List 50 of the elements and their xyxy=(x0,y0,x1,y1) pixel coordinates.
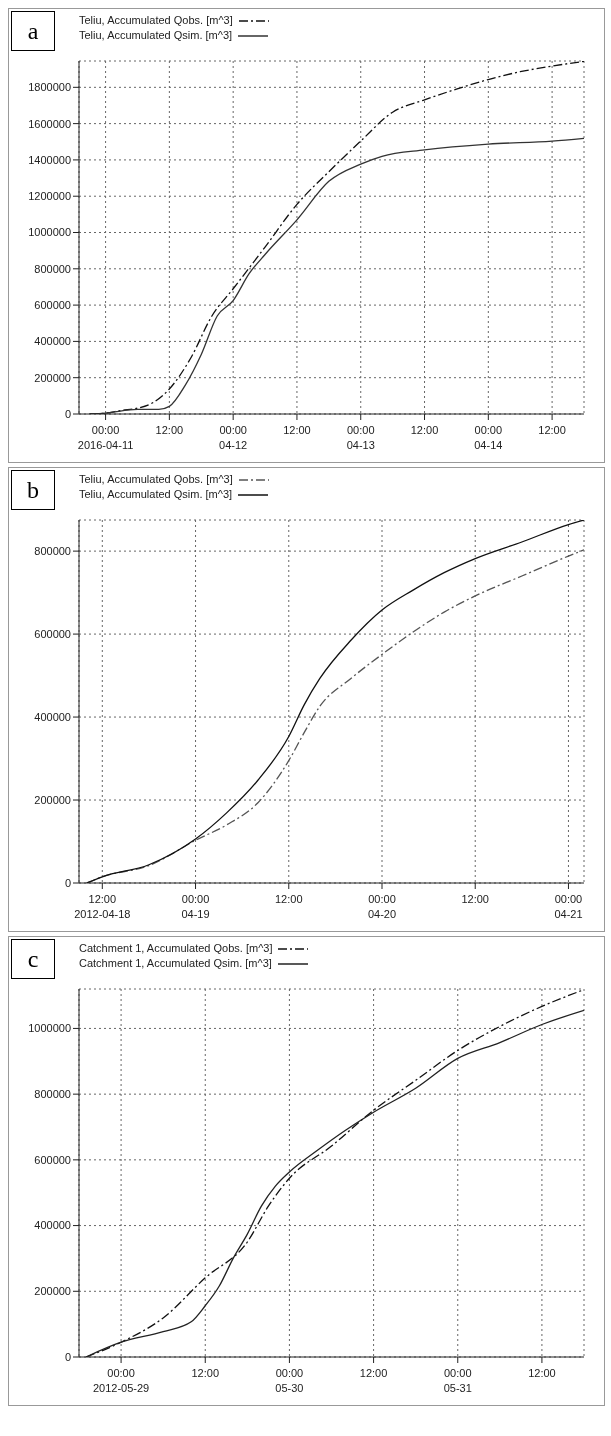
legend-label: Teliu, Accumulated Qobs. [m^3] xyxy=(79,472,233,487)
x-tick-label: 00:00 04-20 xyxy=(367,893,397,920)
x-tick-label: 12:00 xyxy=(538,424,566,436)
x-tick-label: 12:00 xyxy=(461,893,489,905)
x-tick-label: 00:00 04-21 xyxy=(554,893,583,920)
x-tick-label: 00:00 04-13 xyxy=(346,424,375,451)
x-tick-label: 12:00 xyxy=(191,1367,220,1379)
text: b xyxy=(11,470,55,510)
y-tick-label: 800000 xyxy=(34,1088,71,1101)
x-tick-label: 12:00 xyxy=(155,424,184,436)
x-tick-label: 00:00 2012-05-29 xyxy=(92,1367,150,1394)
legend-label: Teliu, Accumulated Qobs. [m^3] xyxy=(79,13,233,28)
y-tick-label: 600000 xyxy=(34,627,71,640)
y-tick-label: 0 xyxy=(64,407,71,420)
legend-label: Catchment 1, Accumulated Qsim. [m^3] xyxy=(79,956,272,971)
y-tick-label: 1800000 xyxy=(28,81,71,94)
y-tick-label: 1600000 xyxy=(28,117,71,130)
legend-label: Teliu, Accumulated Qsim. [m^3] xyxy=(79,487,233,502)
y-tick-label: 0 xyxy=(64,1350,71,1363)
x-tick-label: 00:00 2016-04-11 xyxy=(77,424,134,451)
x-tick-label: 12:00 xyxy=(283,424,311,436)
y-tick-label: 200000 xyxy=(34,1285,71,1298)
legend-label: Teliu, Accumulated Qsim. [m^3] xyxy=(79,28,233,43)
y-tick-label: 400000 xyxy=(34,1219,71,1232)
x-tick-label: 12:00 xyxy=(275,893,303,905)
x-tick-label: 12:00 xyxy=(410,424,439,436)
y-tick-label: 400000 xyxy=(34,335,71,348)
x-tick-label: 00:00 05-31 xyxy=(443,1367,472,1394)
y-tick-label: 1400000 xyxy=(28,153,71,166)
text: c xyxy=(11,939,55,979)
x-tick-label: 00:00 05-30 xyxy=(275,1367,304,1394)
y-tick-label: 800000 xyxy=(34,545,71,558)
x-tick-label: 00:00 04-19 xyxy=(181,893,210,920)
y-tick-label: 1000000 xyxy=(28,1022,71,1035)
x-tick-label: 12:00 xyxy=(528,1367,556,1379)
y-tick-label: 0 xyxy=(64,876,71,889)
x-tick-label: 12:00 2012-04-18 xyxy=(74,893,131,920)
y-tick-label: 800000 xyxy=(34,262,71,275)
x-tick-label: 00:00 04-14 xyxy=(474,424,503,451)
x-tick-label: 00:00 04-12 xyxy=(219,424,248,451)
y-tick-label: 400000 xyxy=(34,710,71,723)
y-tick-label: 200000 xyxy=(34,793,71,806)
y-tick-label: 600000 xyxy=(34,299,71,312)
y-tick-label: 1200000 xyxy=(28,190,71,203)
y-tick-label: 1000000 xyxy=(28,226,71,239)
y-tick-label: 600000 xyxy=(34,1153,71,1166)
legend-label: Catchment 1, Accumulated Qobs. [m^3] xyxy=(79,941,273,956)
text: a xyxy=(11,11,55,51)
y-tick-label: 200000 xyxy=(34,371,71,384)
x-tick-label: 12:00 xyxy=(359,1367,388,1379)
